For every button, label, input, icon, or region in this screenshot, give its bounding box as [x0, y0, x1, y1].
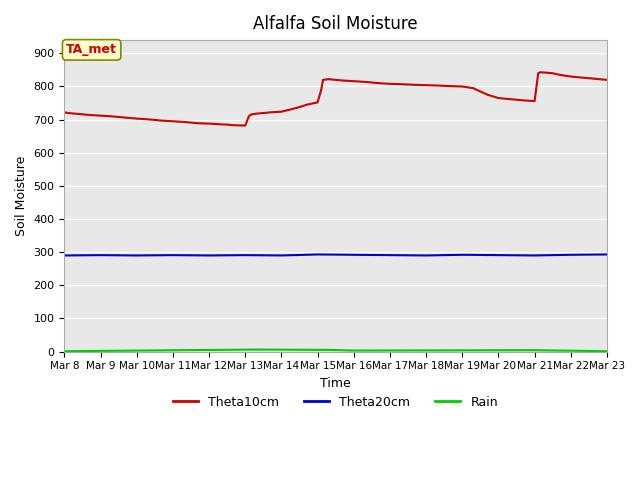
- Theta10cm: [567, 73, 575, 79]
- Rain: [603, 348, 611, 354]
- Theta20cm: [458, 252, 466, 258]
- Theta20cm: [97, 252, 104, 258]
- Theta20cm: [278, 252, 285, 258]
- Line: Theta20cm: Theta20cm: [65, 254, 607, 255]
- Rain: [324, 347, 332, 353]
- Y-axis label: Soil Moisture: Soil Moisture: [15, 156, 28, 236]
- Theta10cm: [549, 71, 557, 76]
- Theta10cm: [556, 72, 564, 78]
- Theta20cm: [386, 252, 394, 258]
- Theta10cm: [603, 77, 611, 83]
- Theta10cm: [241, 123, 249, 129]
- Theta20cm: [567, 252, 575, 258]
- Rain: [350, 348, 358, 353]
- Theta20cm: [169, 252, 177, 258]
- Theta10cm: [61, 109, 68, 115]
- Theta20cm: [133, 252, 141, 258]
- Theta20cm: [531, 252, 538, 258]
- Rain: [252, 347, 260, 352]
- Theta20cm: [241, 252, 249, 258]
- Title: Alfalfa Soil Moisture: Alfalfa Soil Moisture: [253, 15, 418, 33]
- Line: Rain: Rain: [65, 349, 607, 351]
- Theta10cm: [536, 70, 544, 75]
- Theta20cm: [205, 252, 213, 258]
- Theta20cm: [495, 252, 502, 258]
- Theta10cm: [458, 84, 466, 89]
- Theta20cm: [61, 252, 68, 258]
- Text: TA_met: TA_met: [66, 43, 117, 56]
- Theta20cm: [422, 252, 430, 258]
- Theta10cm: [506, 96, 513, 102]
- Theta10cm: [433, 83, 441, 88]
- Rain: [61, 348, 68, 354]
- Theta20cm: [350, 252, 358, 258]
- Line: Theta10cm: Theta10cm: [65, 72, 607, 126]
- X-axis label: Time: Time: [320, 377, 351, 390]
- Theta20cm: [603, 252, 611, 257]
- Theta20cm: [314, 252, 321, 257]
- Legend: Theta10cm, Theta20cm, Rain: Theta10cm, Theta20cm, Rain: [168, 391, 503, 414]
- Rain: [531, 348, 538, 353]
